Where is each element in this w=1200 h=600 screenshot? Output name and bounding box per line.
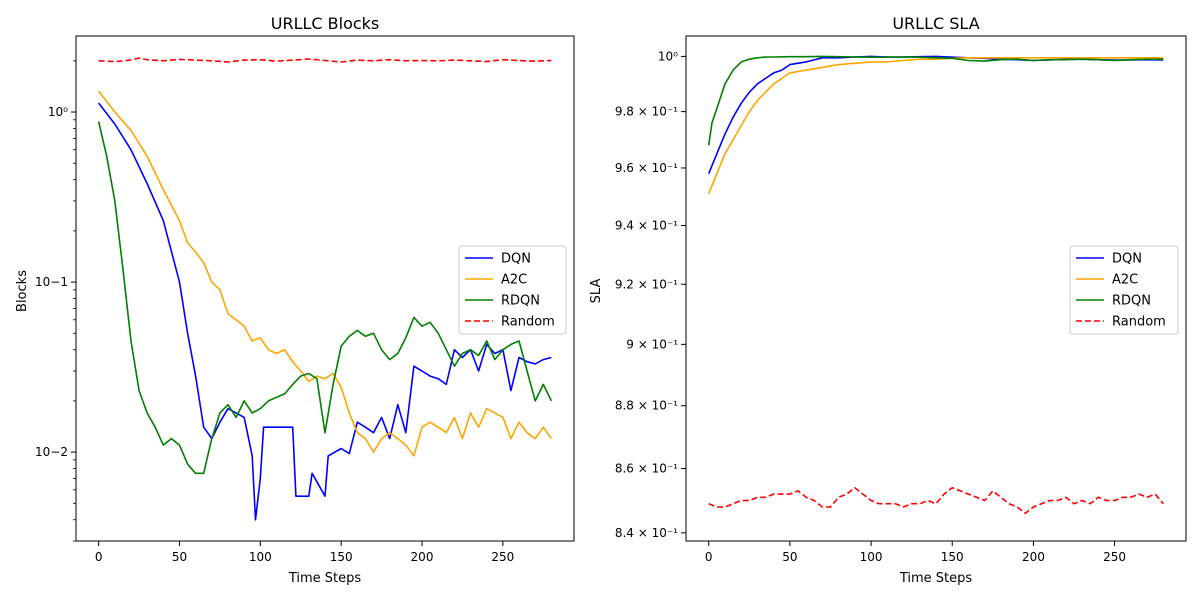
sla-series-line-a2c bbox=[707, 56, 1164, 195]
blocks-y-tick-label: 10−2 bbox=[35, 445, 68, 459]
sla-x-tick-label: 100 bbox=[860, 550, 883, 564]
blocks-y-axis-label: Blocks bbox=[15, 270, 30, 312]
blocks-legend-label-rdqn: RDQN bbox=[501, 294, 540, 309]
sla-legend-label-a2c: A2C bbox=[1112, 273, 1138, 288]
blocks-legend-label-dqn: DQN bbox=[501, 252, 531, 267]
blocks-ticks: 0 50 100 150 200 250 10−2 10−1 10⁰ bbox=[35, 60, 514, 564]
blocks-subplot: URLLC Blocks Time Steps Blocks 0 50 100 150… bbox=[15, 14, 575, 586]
sla-x-axis-label: Time Steps bbox=[899, 571, 973, 586]
sla-lines bbox=[707, 55, 1164, 515]
blocks-series-line-a2c bbox=[97, 90, 553, 457]
sla-legend-label-rdqn: RDQN bbox=[1112, 294, 1151, 309]
blocks-legend-label-random: Random bbox=[501, 315, 555, 330]
sla-y-tick-label: 9.6 × 10⁻¹ bbox=[615, 161, 678, 175]
sla-legend-frame bbox=[1069, 245, 1179, 335]
sla-series-line-rdqn bbox=[707, 55, 1164, 146]
sla-y-tick-label: 8.6 × 10⁻¹ bbox=[615, 462, 678, 476]
sla-series-line-dqn bbox=[707, 55, 1164, 175]
sla-y-tick-label: 9.2 × 10⁻¹ bbox=[615, 277, 678, 291]
blocks-legend: DQN A2C RDQN Random bbox=[458, 245, 567, 335]
blocks-series-line-rdqn bbox=[97, 121, 553, 475]
sla-y-tick-label: 8.8 × 10⁻¹ bbox=[615, 399, 678, 413]
sla-chart-title: URLLC SLA bbox=[892, 14, 979, 33]
sla-x-tick-label: 0 bbox=[705, 550, 713, 564]
blocks-chart-title: URLLC Blocks bbox=[271, 14, 380, 33]
blocks-x-tick-label: 200 bbox=[411, 550, 434, 564]
blocks-x-tick-label: 100 bbox=[249, 550, 272, 564]
blocks-series-line-dqn bbox=[97, 102, 552, 521]
sla-x-tick-label: 50 bbox=[782, 550, 797, 564]
sla-legend-label-random: Random bbox=[1112, 315, 1166, 330]
sla-ticks: 0 50 100 150 200 250 8.4 × 10⁻¹ 8.6 × 10⁻¹ 8.8 ×… bbox=[615, 49, 1126, 564]
sla-y-tick-label: 8.4 × 10⁻¹ bbox=[615, 526, 678, 540]
sla-legend-label-dqn: DQN bbox=[1112, 252, 1142, 267]
sla-y-tick-label: 9.4 × 10⁻¹ bbox=[615, 218, 678, 232]
sla-x-tick-label: 250 bbox=[1103, 550, 1126, 564]
sla-y-tick-label: 9.8 × 10⁻¹ bbox=[615, 105, 678, 119]
sla-plot-frame bbox=[685, 35, 1187, 542]
blocks-x-axis-label: Time Steps bbox=[288, 571, 362, 586]
blocks-x-tick-label: 250 bbox=[491, 550, 514, 564]
blocks-legend-frame bbox=[458, 245, 567, 335]
sla-y-tick-label: 9 × 10⁻¹ bbox=[626, 337, 678, 351]
blocks-series-line-random bbox=[98, 57, 552, 63]
sla-x-tick-label: 150 bbox=[941, 550, 964, 564]
blocks-x-tick-label: 50 bbox=[172, 550, 187, 564]
blocks-x-tick-label: 150 bbox=[330, 550, 353, 564]
sla-y-axis-label: SLA bbox=[589, 279, 604, 304]
blocks-x-tick-label: 0 bbox=[95, 550, 103, 564]
blocks-y-tick-label: 10⁰ bbox=[48, 105, 68, 119]
sla-series-line-random bbox=[708, 486, 1164, 515]
blocks-lines bbox=[97, 57, 553, 521]
sla-legend: DQN A2C RDQN Random bbox=[1069, 245, 1179, 335]
blocks-legend-label-a2c: A2C bbox=[501, 273, 527, 288]
blocks-y-tick-label: 10−1 bbox=[35, 275, 68, 289]
sla-x-tick-label: 200 bbox=[1022, 550, 1045, 564]
blocks-plot-frame bbox=[75, 35, 575, 542]
sla-y-tick-label: 10⁰ bbox=[658, 49, 678, 63]
sla-subplot: URLLC SLA Time Steps SLA 0 50 100 150 200 250… bbox=[589, 14, 1187, 586]
